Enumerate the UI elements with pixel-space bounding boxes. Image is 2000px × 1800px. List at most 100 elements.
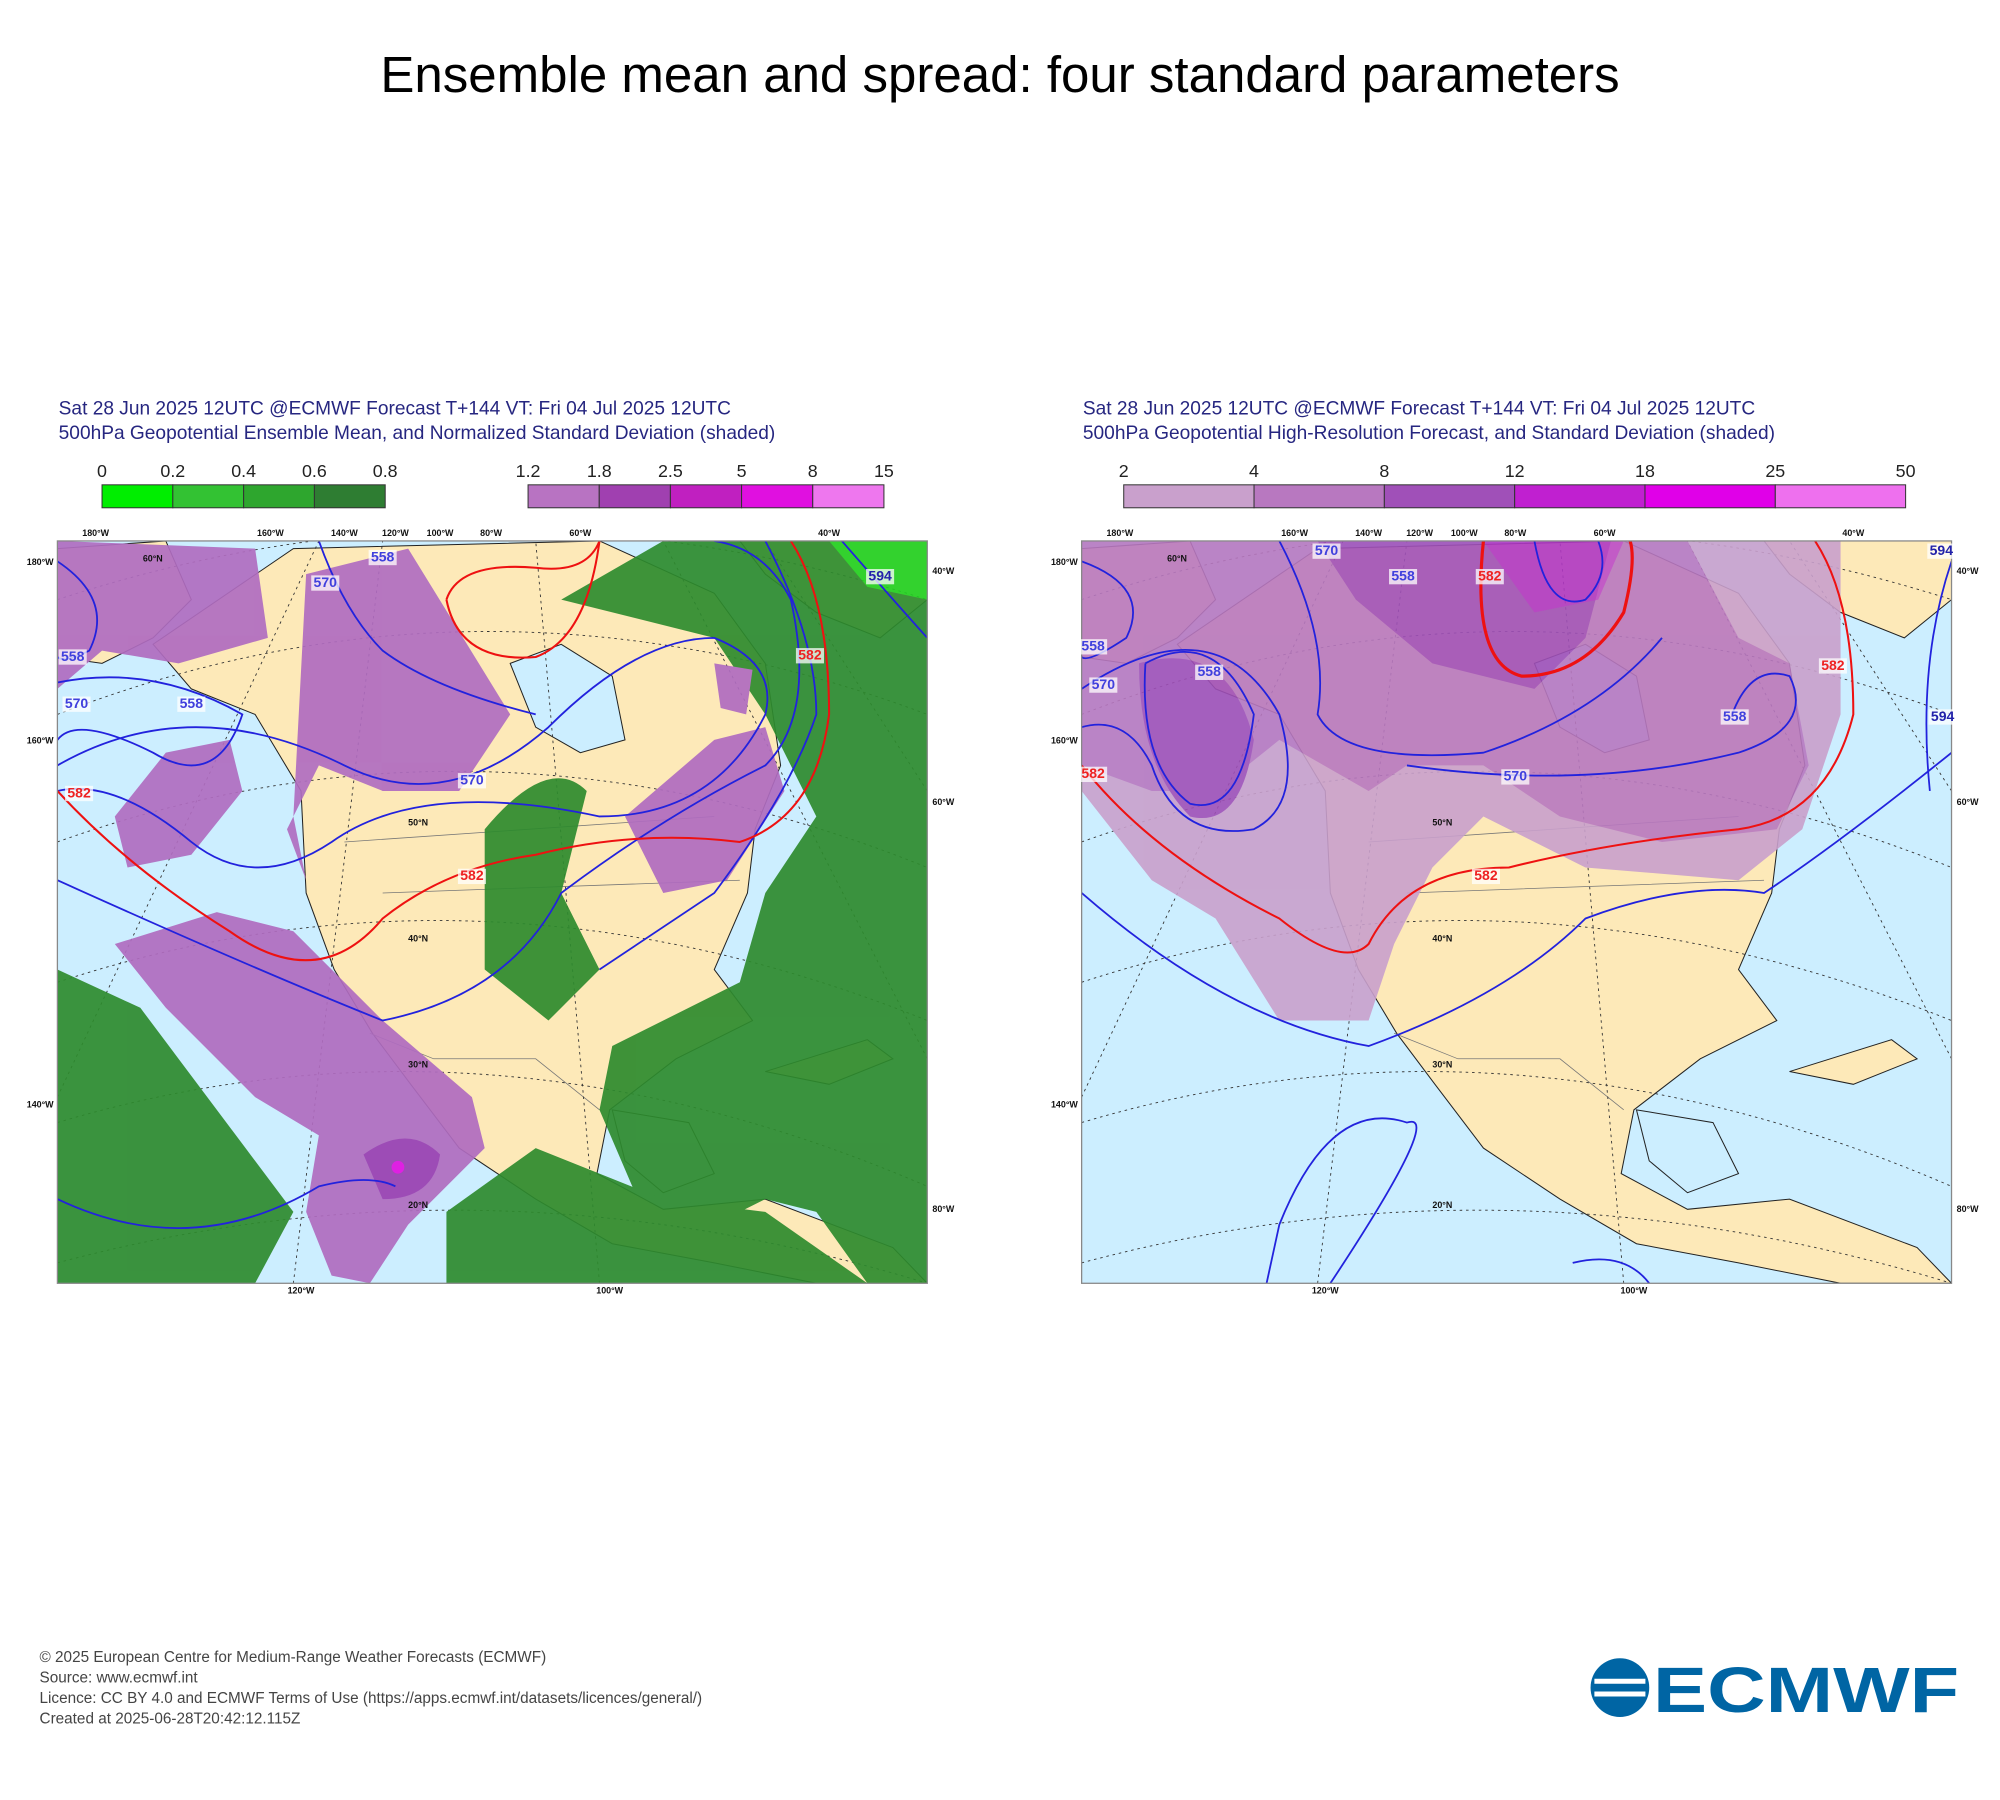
lon-label: 180°W [82, 528, 109, 538]
lon-label: 60°W [1957, 797, 1979, 807]
contour-label: 558 [1391, 567, 1415, 583]
contour-label-bg [1079, 766, 1108, 783]
lat-label: 50°N [408, 817, 428, 827]
lat-label: 50°N [1432, 817, 1452, 827]
contour-label: 594 [1931, 708, 1955, 724]
contour-label: 570 [314, 574, 338, 590]
contour-label-bg [1928, 709, 1957, 725]
lon-label: 120°W [382, 528, 409, 538]
page-title: Ensemble mean and spread: four standard … [380, 46, 1619, 103]
contour-label-bg [1720, 709, 1749, 725]
colorbar-segment [527, 484, 600, 509]
lat-label: 20°N [1432, 1200, 1452, 1210]
contour-label: 582 [460, 867, 484, 883]
lat-label: 30°N [408, 1060, 428, 1070]
contour-label-bg [1471, 868, 1500, 885]
colorbar-tick: 18 [1635, 461, 1655, 481]
lat-label: 30°N [1432, 1060, 1452, 1070]
contour-label-bg [1089, 677, 1118, 693]
lon-label: 40°W [818, 528, 840, 538]
panel-header: Sat 28 Jun 2025 12UTC @ECMWF Forecast T+… [59, 399, 731, 420]
colorbar-tick: 25 [1765, 461, 1785, 481]
colorbar-tick: 4 [1249, 461, 1259, 481]
lon-label: 40°W [1957, 566, 1979, 576]
lon-label: 80°W [932, 1204, 954, 1214]
colorbar-segment [812, 484, 885, 509]
contour-label-bg [1475, 569, 1504, 585]
contour-label-bg [1927, 543, 1956, 559]
lon-label: 160°W [27, 736, 54, 746]
contour-label: 558 [1197, 663, 1221, 679]
contour-label-bg [62, 696, 91, 712]
colorbar-tick: 2 [1119, 461, 1129, 481]
lat-label: 60°N [1167, 553, 1187, 563]
colorbar-tick: 5 [737, 461, 747, 481]
colorbar-segment [598, 484, 671, 509]
colorbar-tick: 15 [874, 461, 894, 481]
colorbar-segment [741, 484, 814, 509]
lon-label: 120°W [288, 1285, 315, 1295]
colorbar-segment [313, 484, 386, 509]
colorbar-segment [1514, 484, 1646, 509]
colorbar-segment [1253, 484, 1385, 509]
footer-line: © 2025 European Centre for Medium-Range … [40, 1649, 547, 1666]
lon-label: 160°W [1051, 736, 1078, 746]
colorbar-tick: 1.8 [587, 461, 612, 481]
contour-label: 558 [61, 648, 85, 664]
contour-label-bg [58, 649, 87, 665]
lon-label: 140°W [27, 1099, 54, 1109]
colorbar-segment [1383, 484, 1516, 509]
lon-label: 60°W [932, 797, 954, 807]
contour-label-bg [1389, 569, 1418, 585]
lon-label: 100°W [427, 528, 454, 538]
colorbar-tick: 0.4 [231, 461, 256, 481]
contour-label-bg [311, 575, 340, 591]
logo-text: ECMWF [1653, 1654, 1959, 1726]
panel: Sat 28 Jun 2025 12UTC @ECMWF Forecast T+… [27, 399, 955, 1296]
contour-label: 582 [798, 647, 822, 663]
lon-label: 120°W [1406, 528, 1433, 538]
contour-label: 582 [1081, 765, 1105, 781]
contour-label: 570 [460, 772, 484, 788]
contour-label-bg [1312, 543, 1341, 559]
contour-label-bg [795, 648, 824, 664]
lon-label: 100°W [1621, 1285, 1648, 1295]
colorbar-tick: 1.2 [516, 461, 541, 481]
contour-label: 558 [180, 695, 204, 711]
footer-line: Created at 2025-06-28T20:42:12.115Z [40, 1710, 301, 1727]
contour-label-bg [65, 785, 94, 802]
footer-line: Source: www.ecmwf.int [40, 1670, 199, 1687]
colorbar-segment [243, 484, 315, 509]
map-frame [56, 540, 928, 1284]
panel-header: 500hPa Geopotential Ensemble Mean, and N… [59, 423, 776, 444]
contour-label-bg [177, 696, 206, 712]
colorbar-segment [1644, 484, 1776, 509]
footer-line: Licence: CC BY 4.0 and ECMWF Terms of Us… [40, 1690, 703, 1707]
contour-label-bg [1501, 769, 1530, 785]
lon-label: 160°W [1281, 528, 1308, 538]
colorbar-segment [1123, 484, 1255, 509]
colorbar-tick: 0.8 [373, 461, 398, 481]
colorbar-tick: 12 [1505, 461, 1525, 481]
lon-label: 180°W [1106, 528, 1133, 538]
contour-label: 570 [1504, 768, 1528, 784]
contour-label: 582 [1821, 657, 1845, 673]
lon-label: 80°W [1957, 1204, 1979, 1214]
lon-label: 100°W [596, 1285, 623, 1295]
lat-label: 40°N [408, 933, 428, 943]
contour-label-bg [1079, 639, 1108, 655]
colorbar-segment [669, 484, 743, 509]
panel: Sat 28 Jun 2025 12UTC @ECMWF Forecast T+… [1051, 399, 1979, 1296]
lon-label: 160°W [257, 528, 284, 538]
contour-label: 594 [1930, 542, 1954, 558]
lon-label: 180°W [1051, 557, 1078, 567]
contour-label-bg [866, 569, 895, 585]
colorbar-tick: 8 [1379, 461, 1389, 481]
map [1081, 540, 1952, 1284]
lon-label: 100°W [1451, 528, 1478, 538]
colorbar-tick: 2.5 [658, 461, 683, 481]
contour-label: 582 [1478, 567, 1502, 583]
colorbar-segment [172, 484, 245, 509]
contour-label: 594 [868, 567, 892, 583]
